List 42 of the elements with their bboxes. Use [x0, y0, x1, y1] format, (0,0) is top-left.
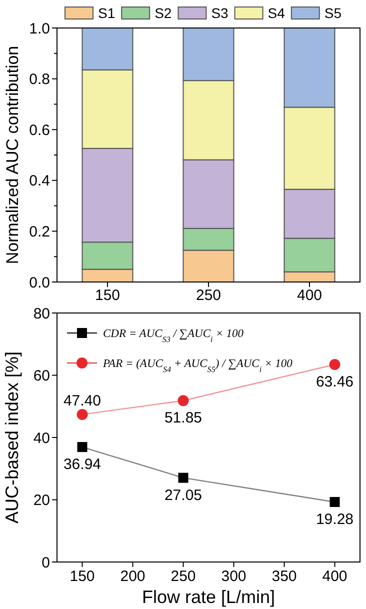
y-tick-label: 1.0 [29, 20, 50, 38]
legend-label: CDR = AUC$_{S3}$ / ∑AUC$_{i}$ × 100 [103, 328, 244, 344]
data-label: 63.46 [316, 373, 354, 390]
x-tick-label: 350 [272, 568, 297, 585]
data-label: 36.94 [63, 456, 102, 474]
y-tick-label: 80 [33, 305, 50, 322]
x-tick-label: 200 [120, 568, 146, 585]
x-tick-label: 400 [296, 287, 322, 304]
x-tick-label: 300 [221, 568, 246, 585]
legend-label: S5 [324, 4, 342, 21]
y-tick-label: 20 [33, 492, 50, 509]
y-axis-title: AUC-based index [%] [2, 351, 22, 524]
x-tick-label: 400 [322, 568, 348, 585]
x-tick-label: 250 [196, 287, 222, 304]
data-label: 19.28 [316, 510, 354, 528]
data-label: 51.85 [164, 410, 202, 427]
y-tick-label: 0.6 [29, 122, 50, 139]
point [178, 395, 189, 406]
y-tick-label: 0.4 [29, 172, 50, 190]
x-tick-label: 250 [170, 568, 196, 585]
y-tick-label: 0 [42, 554, 50, 572]
legend-label: PAR = (AUC$_{S4}$ + AUC$_{S5}$) / ∑AUC$_{i}$ × 100 [102, 358, 293, 374]
x-tick-label: 150 [70, 568, 95, 585]
y-tick-label: 40 [33, 430, 50, 447]
point [76, 408, 88, 420]
x-axis-title: Flow rate [L/min] [142, 587, 276, 607]
data-label: 47.40 [63, 392, 102, 410]
legend-label: S2 [154, 4, 172, 21]
y-tick-label: 60 [33, 368, 50, 384]
legend-label: S4 [268, 4, 286, 21]
y-tick-label: 0.2 [29, 223, 50, 240]
x-tick-label: 150 [94, 287, 120, 304]
y-axis-title: Normalized AUC contribution [3, 46, 22, 264]
point [330, 496, 340, 507]
legend-label: S1 [98, 4, 116, 21]
data-label: 27.05 [164, 486, 202, 504]
point [329, 358, 340, 370]
legend-label: S3 [211, 4, 229, 21]
y-tick-label: 0.0 [29, 274, 50, 292]
y-tick-label: 0.8 [29, 71, 50, 88]
point [77, 442, 88, 452]
point [178, 472, 188, 483]
